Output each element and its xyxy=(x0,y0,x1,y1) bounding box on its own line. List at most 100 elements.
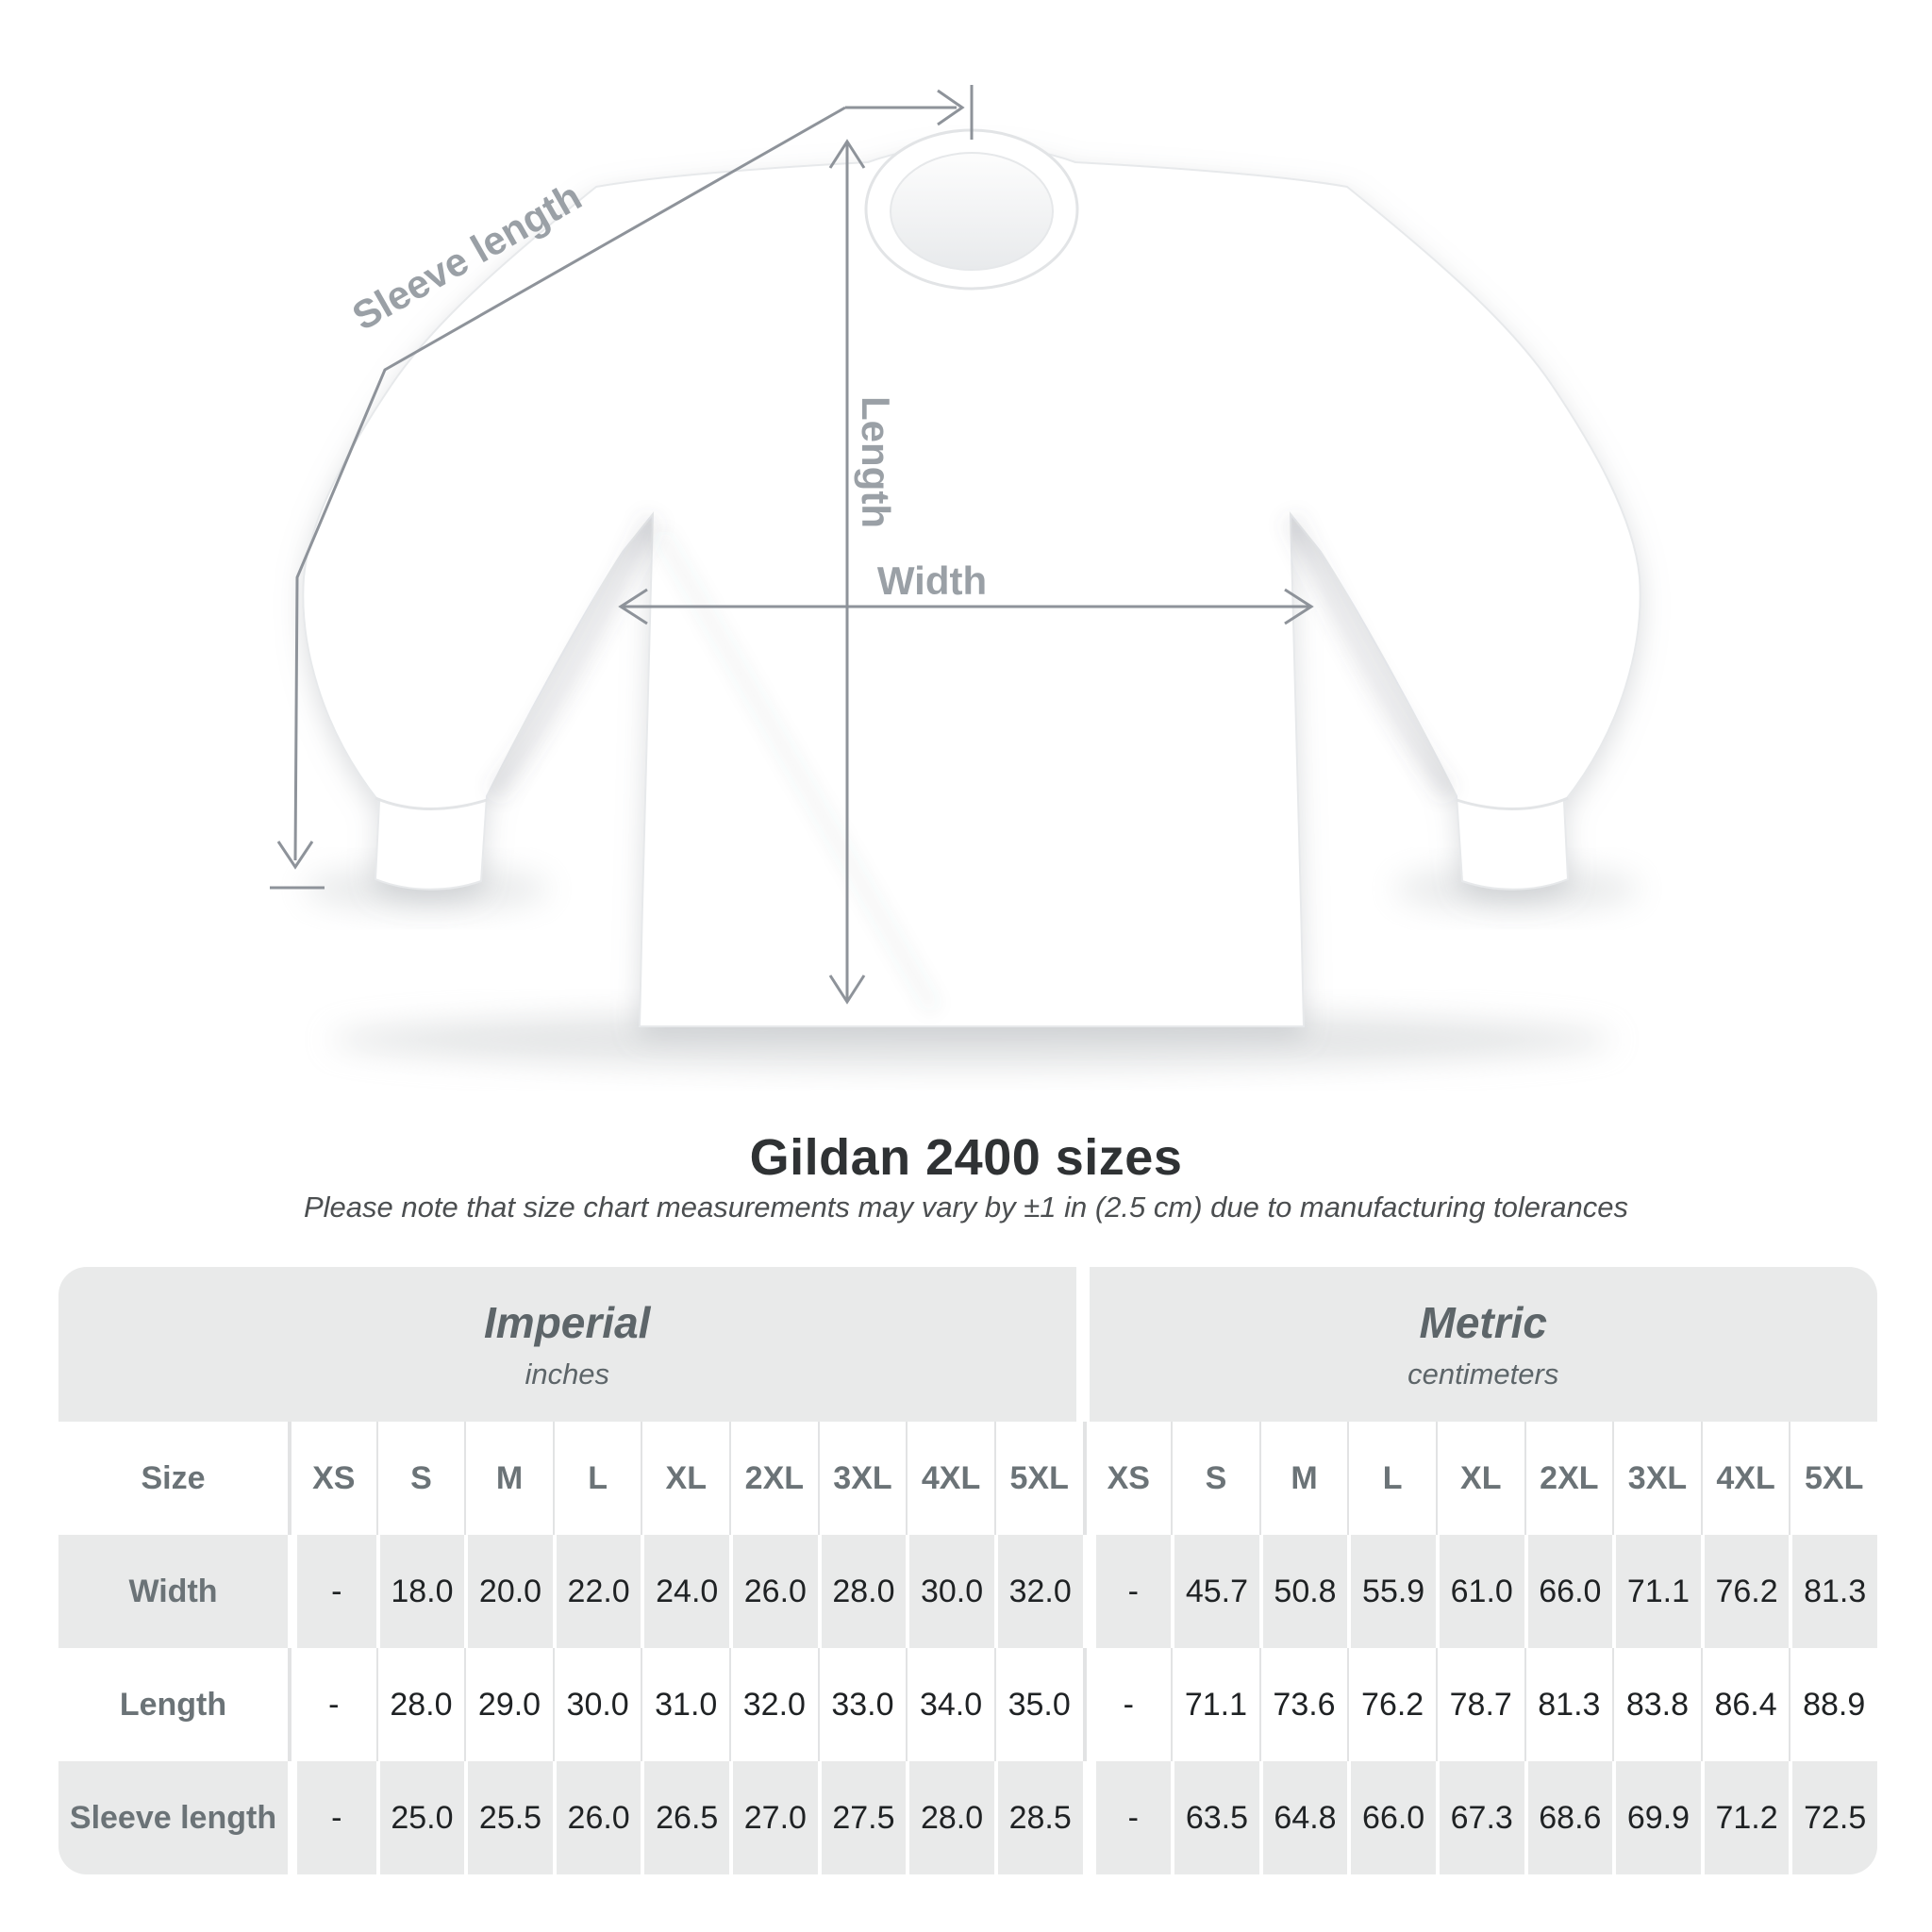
size-table: Imperial inches Metric centimeters Size X… xyxy=(58,1267,1877,1874)
value-cell: XL xyxy=(641,1422,730,1535)
right-sleeve-crease xyxy=(1281,512,1457,801)
metric-unit: centimeters xyxy=(1407,1357,1559,1391)
value-cell: 64.8 xyxy=(1258,1761,1348,1874)
collar-opening xyxy=(890,152,1054,271)
value-cell: 69.9 xyxy=(1612,1761,1701,1874)
value-cell: L xyxy=(552,1422,641,1535)
measurement-lines xyxy=(270,85,1314,1005)
value-cell: 5XL xyxy=(993,1422,1083,1535)
value-cell: - xyxy=(1082,1648,1172,1761)
value-cell: 29.0 xyxy=(464,1648,553,1761)
length-label: Length xyxy=(854,396,898,528)
value-cell: L xyxy=(1347,1422,1436,1535)
sleeve-length-line xyxy=(270,85,974,890)
unit-header-row: Imperial inches Metric centimeters xyxy=(58,1267,1877,1422)
value-cell: 66.0 xyxy=(1524,1535,1613,1648)
value-cell: 18.0 xyxy=(375,1535,465,1648)
value-cell: - xyxy=(288,1761,376,1874)
value-cell: M xyxy=(464,1422,553,1535)
value-cell: 25.0 xyxy=(375,1761,465,1874)
value-cell: 72.5 xyxy=(1789,1761,1877,1874)
value-cell: XL xyxy=(1435,1422,1524,1535)
metric-section-header: Metric centimeters xyxy=(1089,1267,1877,1422)
value-cell: 30.0 xyxy=(552,1648,641,1761)
value-cell: 32.0 xyxy=(993,1535,1083,1648)
value-cell: 26.5 xyxy=(641,1761,730,1874)
value-cell: - xyxy=(288,1648,376,1761)
value-cell: 27.0 xyxy=(729,1761,818,1874)
page-title: Gildan 2400 sizes xyxy=(749,1129,1183,1186)
value-cell: - xyxy=(288,1535,376,1648)
value-cell: 86.4 xyxy=(1700,1648,1790,1761)
value-cell: 3XL xyxy=(1612,1422,1701,1535)
value-cell: 76.2 xyxy=(1347,1648,1436,1761)
value-cell: 71.1 xyxy=(1612,1535,1701,1648)
shirt-body xyxy=(302,144,1641,1027)
size-header-row: Size XS S M L XL 2XL 3XL 4XL 5XL XS S M L XL 2XL 3XL 4XL 5… xyxy=(58,1422,1877,1535)
row-label-cell: Size xyxy=(58,1422,288,1535)
value-cell: 24.0 xyxy=(641,1535,730,1648)
value-cell: 20.0 xyxy=(464,1535,553,1648)
value-cell: 45.7 xyxy=(1171,1535,1259,1648)
row-label-cell: Length xyxy=(58,1648,288,1761)
imperial-section-header: Imperial inches xyxy=(58,1267,1076,1422)
shirt-measurement-diagram: Sleeve length Length Width xyxy=(270,85,1641,1068)
value-cell: 34.0 xyxy=(906,1648,994,1761)
value-cell: 26.0 xyxy=(552,1761,641,1874)
value-cell: M xyxy=(1258,1422,1348,1535)
value-cell: 2XL xyxy=(729,1422,818,1535)
right-cuff-seam xyxy=(1456,796,1569,810)
body-crease xyxy=(654,529,941,1013)
left-sleeve-crease xyxy=(486,512,662,801)
value-cell: 61.0 xyxy=(1435,1535,1524,1648)
value-cell: 30.0 xyxy=(906,1535,994,1648)
value-cell: 31.0 xyxy=(641,1648,730,1761)
value-cell: 32.0 xyxy=(729,1648,818,1761)
value-cell: 26.0 xyxy=(729,1535,818,1648)
value-cell: 3XL xyxy=(817,1422,907,1535)
value-cell: - xyxy=(1082,1761,1172,1874)
value-cell: 50.8 xyxy=(1258,1535,1348,1648)
value-cell: 81.3 xyxy=(1789,1535,1877,1648)
length-line xyxy=(828,139,866,1005)
value-cell: 78.7 xyxy=(1435,1648,1524,1761)
value-cell: 25.5 xyxy=(464,1761,553,1874)
value-cell: S xyxy=(375,1422,465,1535)
value-cell: 33.0 xyxy=(817,1648,907,1761)
width-label: Width xyxy=(877,558,987,603)
value-cell: 67.3 xyxy=(1435,1761,1524,1874)
value-cell: 28.0 xyxy=(817,1535,907,1648)
row-label-cell: Width xyxy=(58,1535,288,1648)
value-cell: XS xyxy=(1082,1422,1172,1535)
value-cell: 88.9 xyxy=(1789,1648,1877,1761)
measurement-row-width: Width -18.0 20.0 22.0 24.0 26.0 28.0 30.0 32.0-4… xyxy=(58,1535,1877,1648)
value-cell: 63.5 xyxy=(1171,1761,1259,1874)
value-cell: 4XL xyxy=(906,1422,994,1535)
value-cell: S xyxy=(1171,1422,1259,1535)
measurement-row-length: Length -28.0 29.0 30.0 31.0 32.0 33.0 34.0 35.0-… xyxy=(58,1648,1877,1761)
value-cell: 71.1 xyxy=(1171,1648,1259,1761)
value-cell: 55.9 xyxy=(1347,1535,1436,1648)
size-table-rows: Size XS S M L XL 2XL 3XL 4XL 5XL XS S M L XL 2XL 3XL 4XL 5… xyxy=(58,1422,1877,1874)
value-cell: 27.5 xyxy=(817,1761,907,1874)
value-cell: 28.0 xyxy=(906,1761,994,1874)
imperial-title: Imperial xyxy=(484,1298,651,1347)
value-cell: - xyxy=(1082,1535,1172,1648)
value-cell: 68.6 xyxy=(1524,1761,1613,1874)
value-cell: 81.3 xyxy=(1524,1648,1613,1761)
value-cell: 28.0 xyxy=(375,1648,465,1761)
value-cell: 5XL xyxy=(1789,1422,1877,1535)
value-cell: XS xyxy=(288,1422,376,1535)
value-cell: 28.5 xyxy=(993,1761,1083,1874)
value-cell: 4XL xyxy=(1700,1422,1790,1535)
row-label-cell: Sleeve length xyxy=(58,1761,288,1874)
value-cell: 83.8 xyxy=(1612,1648,1701,1761)
value-cell: 2XL xyxy=(1524,1422,1613,1535)
value-cell: 76.2 xyxy=(1700,1535,1790,1648)
value-cell: 22.0 xyxy=(552,1535,641,1648)
measurement-row-sleeve-length: Sleeve length -25.0 25.5 26.0 26.5 27.0 27.5 28… xyxy=(58,1761,1877,1874)
value-cell: 73.6 xyxy=(1258,1648,1348,1761)
tolerance-note: Please note that size chart measurements… xyxy=(303,1191,1629,1224)
width-line xyxy=(618,588,1314,625)
